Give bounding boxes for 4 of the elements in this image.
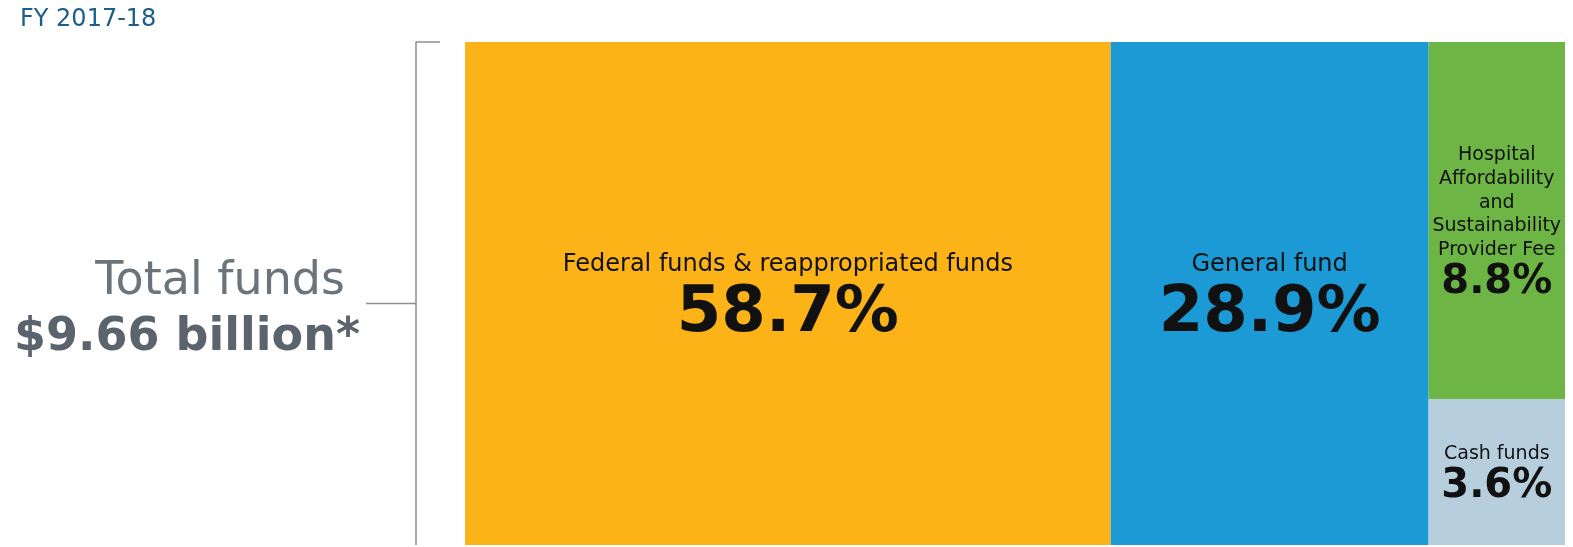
text: Total funds [94, 250, 345, 305]
text: $9.66 billion* [14, 306, 360, 361]
category-label: Federal funds & reappropriated funds [562, 248, 1013, 277]
text: FY 2017-18 [20, 4, 157, 32]
